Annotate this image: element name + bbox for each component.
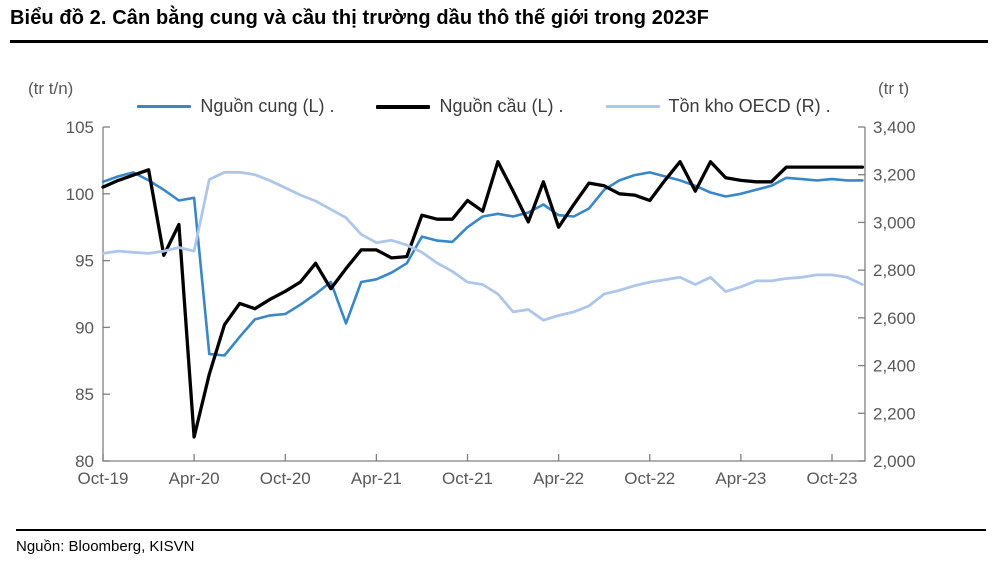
right-axis-tick-label: 2,400 — [873, 357, 916, 376]
legend-item-oecd: Tồn kho OECD (R) . — [605, 96, 831, 117]
demand-line — [101, 160, 865, 439]
left-axis-tick-label: 80 — [75, 452, 94, 471]
x-axis-tick-label: Apr-22 — [533, 469, 584, 488]
left-axis-tick-label: 95 — [75, 252, 94, 271]
right-axis-tick-label: 2,800 — [873, 261, 916, 280]
x-axis-tick-label: Oct-19 — [77, 469, 128, 488]
page-title: Biểu đồ 2. Cân bằng cung và cầu thị trườ… — [10, 7, 709, 29]
legend-item-demand: Nguồn cầu (L) . — [376, 96, 564, 117]
right-axis-tick-label: 2,600 — [873, 309, 916, 328]
x-axis-tick-label: Oct-20 — [260, 469, 311, 488]
right-axis-unit-label: (tr t) — [878, 79, 910, 98]
right-axis-tick-label: 3,200 — [873, 166, 916, 185]
header-rule — [10, 40, 988, 43]
right-axis-tick-label: 3,000 — [873, 213, 916, 232]
left-axis-tick-label: 90 — [75, 318, 94, 337]
legend-item-supply: Nguồn cung (L) . — [137, 96, 334, 117]
legend: Nguồn cung (L) . Nguồn cầu (L) . Tồn kho… — [103, 96, 865, 117]
plot-border — [102, 127, 866, 462]
x-axis-tick-label: Apr-21 — [351, 469, 402, 488]
x-axis-tick-label: Oct-22 — [624, 469, 675, 488]
right-axis-tick-label: 3,400 — [873, 118, 916, 137]
right-axis-tick-label: 2,000 — [873, 452, 916, 471]
supply-legend-label: Nguồn cung (L) . — [200, 96, 335, 116]
right-axis-tick-label: 2,200 — [873, 404, 916, 423]
x-axis-tick-label: Oct-23 — [806, 469, 857, 488]
demand-legend-label: Nguồn cầu (L) . — [439, 96, 564, 116]
source-text: Nguồn: Bloomberg, KISVN — [16, 538, 195, 555]
x-axis-tick-label: Apr-23 — [715, 469, 766, 488]
x-axis-tick-label: Apr-20 — [169, 469, 220, 488]
left-axis-tick-label: 85 — [75, 385, 94, 404]
oecd-stocks-legend-label: Tồn kho OECD (R) . — [668, 96, 831, 116]
left-axis-tick-label: 105 — [66, 118, 94, 137]
supply-line — [101, 171, 864, 357]
chart-plot-area: 105 100 95 90 85 80 3,400 3,200 3,000 2,800 2,600 2… — [66, 118, 916, 488]
left-axis-unit-label: (tr t/n) — [28, 79, 74, 98]
supply-line-swatch — [137, 105, 192, 108]
left-axis-tick-label: 100 — [66, 185, 94, 204]
oecd-stocks-line — [101, 170, 864, 322]
footer-rule — [16, 529, 986, 531]
x-axis-tick-label: Oct-21 — [442, 469, 493, 488]
demand-line-swatch — [376, 104, 431, 109]
oecd-stocks-line-swatch — [605, 105, 660, 108]
